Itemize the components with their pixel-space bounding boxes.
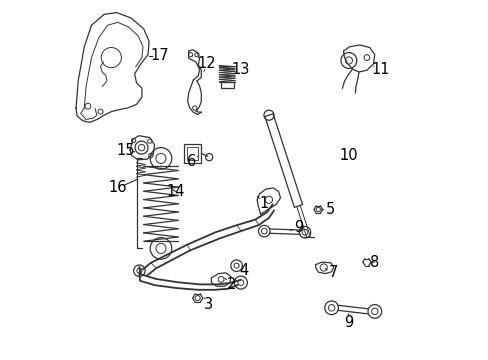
Text: 16: 16 [108,180,127,195]
Text: 5: 5 [325,202,334,217]
Text: 17: 17 [150,48,169,63]
Text: 15: 15 [116,143,135,158]
Text: 7: 7 [328,265,337,280]
Text: 9: 9 [294,220,303,235]
Text: 11: 11 [370,62,389,77]
Bar [183,144,201,163]
Text: 3: 3 [203,297,213,312]
Text: 2: 2 [227,277,236,292]
Text: 8: 8 [369,255,379,270]
Bar [221,82,233,88]
Text: 12: 12 [197,55,216,71]
Bar [186,147,198,160]
Text: 4: 4 [239,263,248,278]
Text: 10: 10 [339,148,358,163]
Text: 13: 13 [230,62,249,77]
Text: 1: 1 [259,196,268,211]
Text: 9: 9 [344,315,353,330]
Text: 6: 6 [187,154,196,169]
Text: 14: 14 [166,184,184,199]
